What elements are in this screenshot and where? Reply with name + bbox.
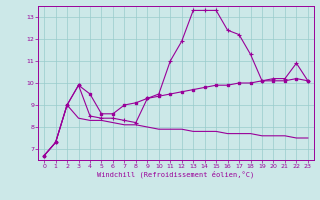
X-axis label: Windchill (Refroidissement éolien,°C): Windchill (Refroidissement éolien,°C) [97, 171, 255, 178]
